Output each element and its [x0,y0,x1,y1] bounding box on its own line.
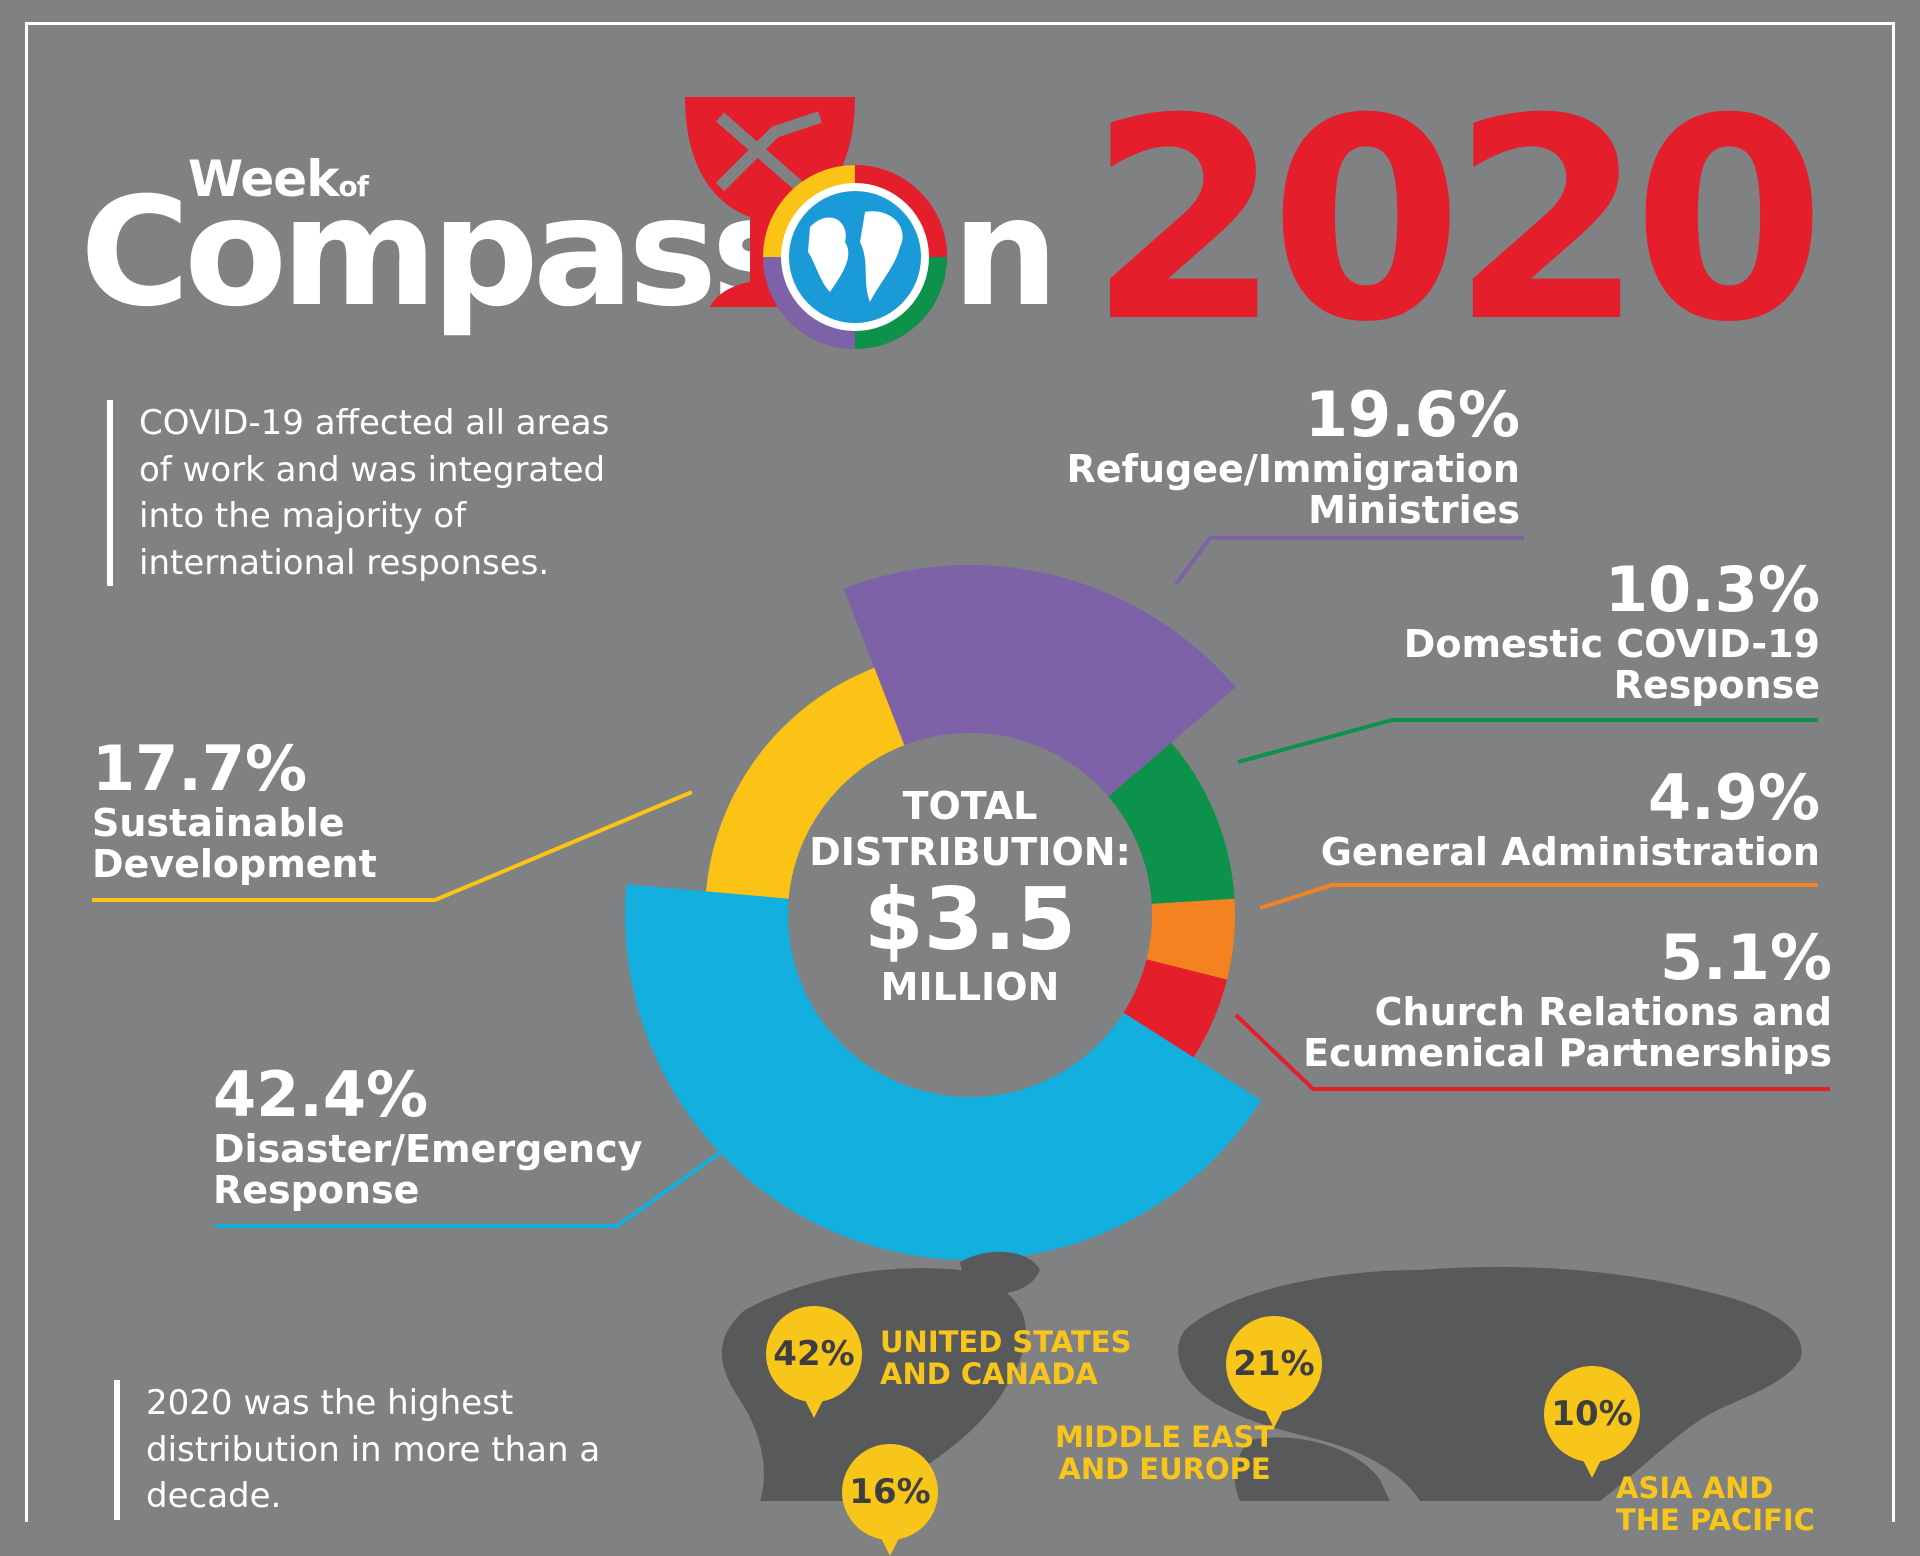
leader-line-disaster [215,1140,737,1228]
highest-distribution-note: 2020 was the highest distribution in mor… [114,1380,626,1520]
region-asia-pacific-line1: ASIA AND [1616,1471,1774,1505]
map-pin-latin-america: 16% [842,1444,938,1556]
slice-domestic [1108,742,1235,904]
logo-compassion-text: Compass [80,166,801,340]
label-domestic-name2: Response [1613,662,1820,707]
label-refugee-name1: Refugee/Immigration [1066,446,1520,491]
label-admin-pct: 4.9% [1648,761,1820,834]
year-title: 2020 [1088,59,1826,383]
chalice-globe-logo [685,97,947,349]
label-sustain-pct: 17.7% [92,732,308,805]
slice-church [1123,959,1227,1058]
label-domestic-pct: 10.3% [1604,553,1820,626]
leader-line-church [1234,1013,1830,1091]
leader-line-admin [1259,883,1818,910]
donut-hole [788,733,1152,1097]
slice-admin [1146,898,1235,980]
label-sustain-name1: Sustainable [92,800,345,845]
center-line-distribution: DISTRIBUTION: [809,829,1131,874]
label-admin: 4.9% General Administration [1320,761,1820,874]
slice-sustain [706,667,905,899]
label-disaster: 42.4% Disaster/Emergency Response [213,1058,643,1212]
world-map [721,1251,1802,1501]
map-pin-asia-pacific: 10% [1544,1366,1640,1478]
center-line-total: TOTAL [902,784,1038,828]
label-refugee-pct: 19.6% [1304,378,1520,451]
map-africa [1234,1437,1390,1501]
label-church-name2: Ecumenical Partnerships [1303,1030,1832,1075]
center-unit: MILLION [880,965,1060,1010]
page-frame [25,22,1895,1522]
label-disaster-name1: Disaster/Emergency [213,1126,643,1171]
logo-week-word: Week [188,150,339,208]
label-refugee: 19.6% Refugee/Immigration Ministries [1066,378,1520,532]
label-church-pct: 5.1% [1660,921,1832,994]
region-asia-pacific-line2: THE PACIFIC [1616,1503,1815,1538]
map-pin-middle-east-europe: 21% [1226,1316,1322,1428]
label-sustain-name2: Development [92,841,377,886]
logo-of-word: of [338,170,368,203]
chart-center-total: TOTAL DISTRIBUTION: $3.5 MILLION [800,784,1140,1009]
region-middle-east-europe-line2: AND EUROPE [1058,1452,1271,1487]
region-asia-pacific: ASIA AND THE PACIFIC [1616,1472,1815,1537]
slice-refugee [843,564,1236,797]
label-church: 5.1% Church Relations and Ecumenical Par… [1303,921,1832,1075]
map-eurasia [1178,1266,1802,1501]
covid-note: COVID-19 affected all areas of work and … [107,400,619,587]
slice-disaster [625,884,1262,1261]
region-middle-east-europe: MIDDLE EAST AND EUROPE [1055,1421,1274,1486]
region-middle-east-europe-line1: MIDDLE EAST [1055,1420,1275,1454]
map-greenland [960,1251,1040,1294]
label-disaster-name2: Response [213,1167,420,1212]
label-domestic-name1: Domestic COVID-19 [1403,621,1820,666]
leader-line-refugee [1174,536,1524,586]
label-refugee-name2: Ministries [1308,487,1520,532]
label-disaster-pct: 42.4% [213,1058,429,1131]
donut-chart [92,536,1830,1261]
label-admin-name1: General Administration [1320,829,1820,874]
region-us-canada: UNITED STATES AND CANADA [880,1326,1131,1391]
center-amount: $3.5 [863,870,1077,971]
map-pin-us-canada: 42% [766,1306,862,1418]
leader-line-sustain [92,790,693,902]
label-domestic: 10.3% Domestic COVID-19 Response [1403,553,1820,707]
label-church-name1: Church Relations and [1374,989,1832,1034]
logo-week-text: Weekof [188,150,369,208]
leader-line-domestic [1237,718,1818,764]
region-us-canada-line2: AND CANADA [880,1357,1098,1392]
region-us-canada-line1: UNITED STATES [880,1325,1132,1359]
logo-n-text: n [952,166,1059,340]
label-sustain: 17.7% Sustainable Development [92,732,377,886]
